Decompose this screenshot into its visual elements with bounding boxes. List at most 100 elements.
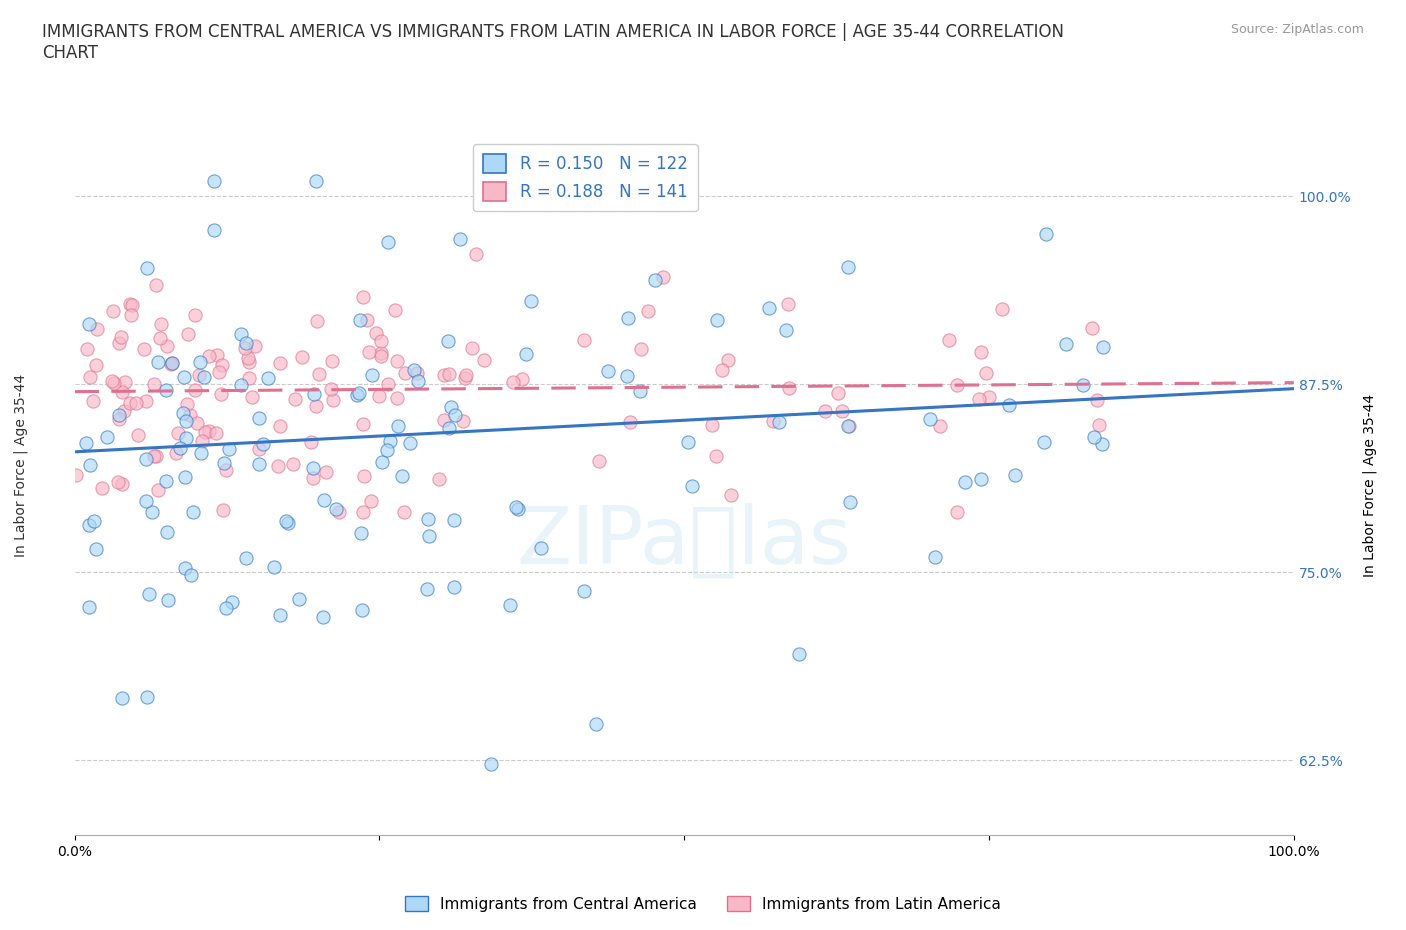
Immigrants from Latin America	[357, 344, 380, 359]
Immigrants from Central America	[499, 597, 522, 612]
Immigrants from Latin America	[197, 424, 219, 439]
Immigrants from Latin America	[356, 312, 378, 327]
Immigrants from Central America	[678, 434, 700, 449]
Immigrants from Latin America	[212, 502, 235, 517]
Immigrants from Central America	[174, 470, 197, 485]
Immigrants from Latin America	[103, 303, 125, 318]
Immigrants from Latin America	[120, 307, 142, 322]
Immigrants from Latin America	[291, 350, 314, 365]
Immigrants from Central America	[173, 369, 195, 384]
Legend: Immigrants from Central America, Immigrants from Latin America: Immigrants from Central America, Immigra…	[398, 889, 1008, 918]
Immigrants from Latin America	[370, 349, 392, 364]
Immigrants from Latin America	[454, 370, 477, 385]
Immigrants from Central America	[135, 493, 157, 508]
Immigrants from Latin America	[308, 366, 330, 381]
Immigrants from Latin America	[160, 356, 183, 371]
Immigrants from Central America	[96, 430, 118, 445]
Immigrants from Latin America	[651, 270, 673, 285]
Immigrants from Latin America	[352, 416, 374, 431]
Immigrants from Latin America	[814, 404, 837, 418]
Immigrants from Latin America	[384, 303, 406, 318]
Immigrants from Central America	[79, 458, 101, 472]
Immigrants from Latin America	[630, 342, 652, 357]
Immigrants from Central America	[174, 561, 197, 576]
Immigrants from Latin America	[82, 393, 104, 408]
Immigrants from Central America	[378, 434, 401, 449]
Immigrants from Latin America	[127, 427, 149, 442]
Immigrants from Latin America	[132, 341, 155, 356]
Immigrants from Latin America	[385, 390, 408, 405]
Immigrants from Central America	[440, 400, 463, 415]
Immigrants from Central America	[970, 472, 993, 486]
Immigrants from Latin America	[946, 505, 969, 520]
Immigrants from Latin America	[321, 353, 343, 368]
Immigrants from Latin America	[305, 399, 328, 414]
Immigrants from Central America	[617, 311, 640, 325]
Immigrants from Latin America	[366, 326, 388, 340]
Immigrants from Central America	[235, 335, 257, 350]
Immigrants from Latin America	[142, 448, 165, 463]
Immigrants from Latin America	[588, 453, 610, 468]
Immigrants from Central America	[135, 451, 157, 466]
Immigrants from Latin America	[236, 351, 259, 365]
Immigrants from Latin America	[79, 370, 101, 385]
Immigrants from Latin America	[315, 465, 337, 480]
Immigrants from Central America	[247, 411, 270, 426]
Immigrants from Central America	[325, 502, 347, 517]
Immigrants from Latin America	[194, 425, 217, 440]
Immigrants from Latin America	[454, 367, 477, 382]
Immigrants from Central America	[141, 504, 163, 519]
Immigrants from Central America	[837, 259, 859, 274]
Immigrants from Central America	[953, 474, 976, 489]
Immigrants from Latin America	[186, 416, 208, 431]
Immigrants from Central America	[924, 550, 946, 565]
Immigrants from Central America	[188, 354, 211, 369]
Immigrants from Central America	[387, 419, 409, 434]
Immigrants from Central America	[77, 600, 100, 615]
Immigrants from Latin America	[502, 374, 524, 389]
Immigrants from Latin America	[143, 377, 166, 392]
Immigrants from Central America	[174, 431, 197, 445]
Immigrants from Central America	[1091, 437, 1114, 452]
Immigrants from Central America	[443, 512, 465, 527]
Immigrants from Latin America	[247, 442, 270, 457]
Y-axis label: In Labor Force | Age 35-44: In Labor Force | Age 35-44	[1362, 394, 1376, 578]
Text: Source: ZipAtlas.com: Source: ZipAtlas.com	[1230, 23, 1364, 36]
Immigrants from Central America	[229, 327, 252, 342]
Immigrants from Central America	[444, 407, 467, 422]
Immigrants from Central America	[247, 457, 270, 472]
Immigrants from Central America	[437, 333, 460, 348]
Immigrants from Latin America	[838, 418, 860, 433]
Immigrants from Central America	[218, 442, 240, 457]
Immigrants from Central America	[418, 512, 440, 526]
Text: In Labor Force | Age 35-44: In Labor Force | Age 35-44	[14, 374, 28, 556]
Immigrants from Latin America	[111, 384, 134, 399]
Immigrants from Latin America	[720, 487, 742, 502]
Immigrants from Central America	[375, 443, 398, 458]
Immigrants from Central America	[616, 369, 638, 384]
Immigrants from Latin America	[321, 382, 343, 397]
Immigrants from Latin America	[970, 345, 993, 360]
Immigrants from Central America	[169, 441, 191, 456]
Immigrants from Latin America	[118, 297, 141, 312]
Immigrants from Latin America	[176, 397, 198, 412]
Immigrants from Latin America	[406, 365, 429, 380]
Immigrants from Latin America	[510, 371, 533, 386]
Immigrants from Central America	[263, 560, 285, 575]
Immigrants from Latin America	[352, 505, 374, 520]
Immigrants from Central America	[391, 469, 413, 484]
Immigrants from Central America	[138, 587, 160, 602]
Immigrants from Central America	[572, 584, 595, 599]
Immigrants from Central America	[520, 294, 543, 309]
Immigrants from Latin America	[184, 382, 207, 397]
Immigrants from Latin America	[86, 322, 108, 337]
Immigrants from Latin America	[367, 389, 389, 404]
Immigrants from Latin America	[111, 476, 134, 491]
Immigrants from Central America	[706, 312, 728, 327]
Immigrants from Latin America	[179, 407, 201, 422]
Immigrants from Latin America	[1088, 418, 1111, 432]
Immigrants from Central America	[1035, 227, 1057, 242]
Immigrants from Latin America	[433, 367, 456, 382]
Immigrants from Latin America	[619, 415, 641, 430]
Immigrants from Latin America	[245, 339, 267, 353]
